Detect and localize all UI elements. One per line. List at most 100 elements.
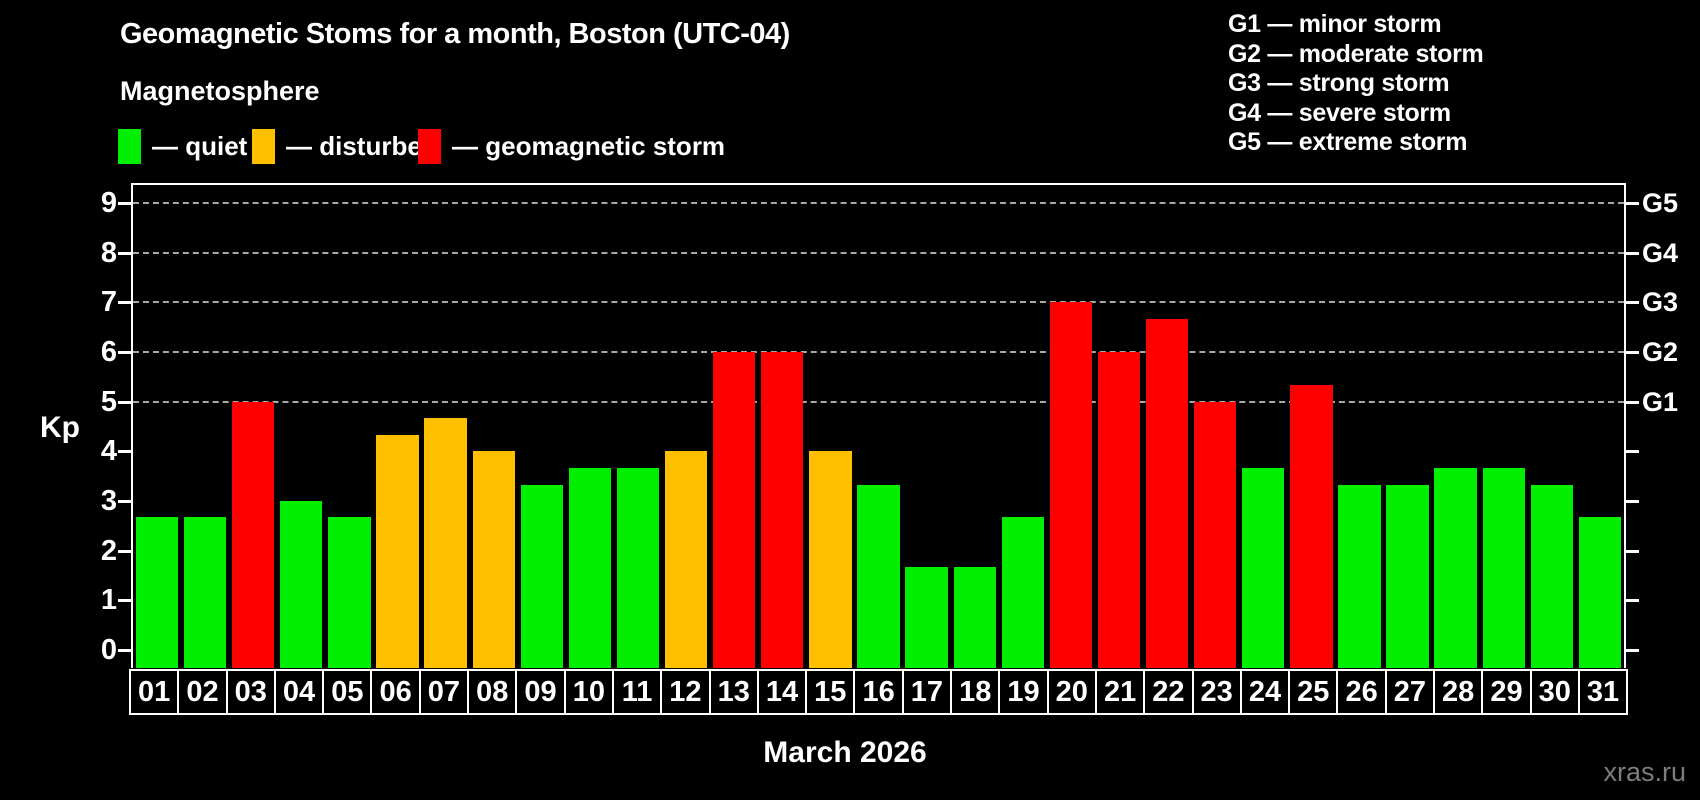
day-label-08: 08: [467, 669, 518, 715]
day-label-15: 15: [805, 669, 856, 715]
day-label-16: 16: [853, 669, 904, 715]
y-tick-label-8: 8: [100, 236, 117, 269]
day-label-23: 23: [1191, 669, 1242, 715]
gridline-kp-8: [133, 251, 1624, 254]
day-label-27: 27: [1384, 669, 1436, 715]
kp-bar-29: [1482, 467, 1525, 668]
left-tick-9: [118, 201, 131, 205]
right-tick-0: [1626, 649, 1639, 652]
quiet-color-swatch: [118, 128, 141, 164]
kp-bar-11: [616, 467, 660, 668]
kp-bar-06: [376, 434, 419, 668]
right-tick-5: [1626, 400, 1639, 404]
right-axis-label-g2: G2: [1642, 336, 1679, 367]
left-tick-6: [118, 350, 131, 354]
gridline-kp-5: [133, 400, 1624, 403]
left-tick-2: [118, 549, 131, 553]
left-tick-7: [118, 301, 131, 305]
kp-bar-19: [1001, 517, 1044, 668]
kp-bar-02: [183, 517, 227, 668]
kp-bar-15: [809, 451, 852, 668]
kp-bar-20: [1049, 302, 1093, 668]
kp-bar-01: [135, 517, 179, 668]
kp-bar-23: [1194, 401, 1237, 668]
legend-storm-label: — geomagnetic storm: [452, 130, 726, 161]
gridline-kp-7: [133, 301, 1624, 304]
kp-bar-22: [1145, 318, 1189, 668]
y-tick-label-0: 0: [100, 634, 117, 666]
kp-bar-16: [857, 484, 900, 668]
kp-bar-18: [953, 567, 996, 668]
day-label-12: 12: [660, 669, 711, 715]
day-label-31: 31: [1577, 669, 1629, 715]
day-label-05: 05: [322, 669, 373, 715]
legend-item-quiet: — quiet: [118, 127, 247, 165]
disturbed-color-swatch: [252, 128, 275, 164]
day-label-14: 14: [756, 669, 808, 715]
y-tick-label-6: 6: [100, 335, 117, 368]
right-tick-1: [1626, 599, 1639, 603]
day-label-09: 09: [515, 669, 566, 715]
right-tick-6: [1626, 350, 1639, 354]
day-label-04: 04: [273, 669, 325, 715]
kp-bar-30: [1530, 484, 1573, 668]
y-tick-label-3: 3: [100, 484, 117, 517]
day-label-30: 30: [1529, 669, 1580, 715]
kp-bar-10: [568, 467, 612, 668]
kp-bar-28: [1434, 467, 1477, 668]
legend-quiet-label: — quiet: [152, 130, 248, 161]
storm-scale-g4: G4 — severe storm: [1228, 98, 1451, 127]
day-label-21: 21: [1094, 669, 1146, 715]
right-tick-4: [1626, 450, 1639, 454]
y-axis-tick-labels: 0 1 2 3 4 5 6 7 8 9: [0, 183, 117, 668]
legend-item-disturbed: — disturbed: [252, 127, 438, 165]
right-axis-label-g4: G4: [1642, 237, 1679, 268]
kp-bar-03: [232, 401, 275, 668]
storm-color-swatch: [418, 128, 441, 164]
day-label-17: 17: [901, 669, 953, 715]
kp-bar-31: [1578, 517, 1622, 668]
left-tick-3: [118, 499, 131, 503]
y-tick-label-5: 5: [100, 385, 117, 418]
plot-area: [118, 183, 1639, 668]
gridline-kp-6: [133, 350, 1624, 353]
right-tick-2: [1626, 549, 1639, 553]
right-tick-3: [1626, 499, 1639, 503]
y-tick-label-9: 9: [100, 186, 117, 219]
day-label-26: 26: [1336, 669, 1387, 715]
day-label-11: 11: [611, 669, 663, 715]
kp-bar-07: [424, 418, 467, 668]
kp-bar-14: [761, 351, 804, 668]
xras-watermark: xras.ru: [1603, 757, 1686, 787]
magnetosphere-subtitle: Magnetosphere: [120, 76, 320, 106]
left-tick-4: [118, 450, 131, 454]
left-tick-0: [118, 649, 131, 652]
right-axis-label-g3: G3: [1642, 287, 1679, 318]
day-label-10: 10: [563, 669, 614, 715]
legend-item-storm: — geomagnetic storm: [418, 127, 725, 165]
storm-scale-legend: G1 — minor storm G2 — moderate storm G3 …: [1228, 10, 1484, 158]
day-label-24: 24: [1239, 669, 1291, 715]
day-label-01: 01: [129, 669, 180, 715]
day-label-18: 18: [950, 669, 1001, 715]
kp-bar-25: [1290, 385, 1333, 668]
day-label-13: 13: [708, 669, 759, 715]
y-tick-label-7: 7: [100, 286, 117, 319]
day-label-22: 22: [1143, 669, 1194, 715]
right-tick-9: [1626, 201, 1639, 205]
right-axis-label-g1: G1: [1642, 386, 1679, 417]
y-tick-label-1: 1: [100, 584, 117, 617]
right-tick-7: [1626, 301, 1639, 305]
kp-bar-21: [1097, 351, 1141, 668]
kp-bar-05: [328, 517, 371, 668]
day-label-06: 06: [370, 669, 421, 715]
day-label-20: 20: [1046, 669, 1097, 715]
day-label-03: 03: [225, 669, 276, 715]
right-axis-g-labels: G1 G2 G3 G4 G5: [1642, 183, 1700, 668]
storm-scale-g3: G3 — strong storm: [1228, 69, 1450, 97]
day-label-25: 25: [1288, 669, 1339, 715]
kp-bar-04: [280, 501, 323, 668]
storm-scale-g1: G1 — minor storm: [1228, 10, 1442, 38]
legend-disturbed-label: — disturbed: [286, 130, 438, 161]
